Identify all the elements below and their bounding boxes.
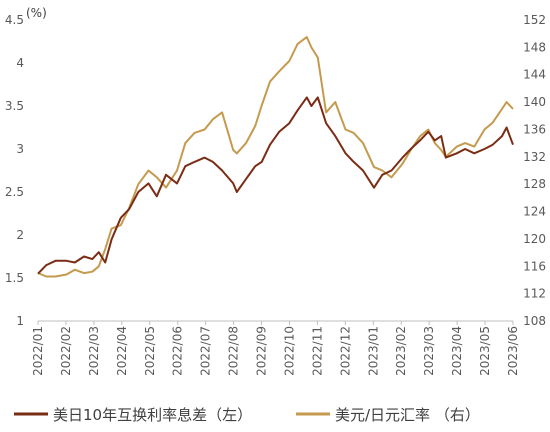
right-tick-label: 112: [523, 287, 546, 301]
left-tick-label: 3: [16, 142, 24, 156]
x-tick-label: 2022/06: [171, 326, 185, 376]
x-tick-label: 2022/04: [115, 326, 129, 376]
left-tick-label: 4.5: [5, 13, 24, 27]
x-tick-label: 2022/09: [255, 326, 269, 376]
legend-label-spread: 美日10年互换利率息差（左）: [53, 406, 252, 424]
right-tick-label: 116: [523, 259, 546, 273]
x-tick-label: 2022/10: [282, 326, 296, 376]
x-tick-label: 2022/01: [31, 326, 45, 376]
right-tick-label: 152: [523, 13, 546, 27]
left-tick-label: 2: [16, 228, 24, 242]
right-tick-label: 124: [523, 205, 546, 219]
x-tick-label: 2022/02: [59, 326, 73, 376]
right-tick-label: 132: [523, 150, 546, 164]
x-tick-label: 2023/03: [422, 326, 436, 376]
x-tick-label: 2022/08: [227, 326, 241, 376]
left-tick-label: 3.5: [5, 99, 24, 113]
x-tick-label: 2023/06: [506, 326, 520, 376]
right-tick-label: 136: [523, 122, 546, 136]
right-tick-label: 120: [523, 232, 546, 246]
left-axis-unit: (%): [26, 6, 47, 20]
legend-label-usdjpy: 美元/日元汇率 （右）: [335, 406, 480, 424]
right-tick-label: 148: [523, 40, 546, 54]
x-tick-label: 2022/03: [87, 326, 101, 376]
right-tick-label: 144: [523, 68, 546, 82]
x-axis-ticks: 2022/01 2022/02 2022/03 2022/04 2022/05 2022/…: [31, 321, 520, 376]
x-tick-label: 2023/05: [478, 326, 492, 376]
left-tick-label: 2.5: [5, 185, 24, 199]
right-axis-ticks: 108 112 116 120 124 128 132 136 140 144 148 152: [523, 13, 546, 328]
x-tick-label: 2022/05: [143, 326, 157, 376]
x-tick-label: 2022/12: [338, 326, 352, 376]
x-tick-label: 2022/07: [199, 326, 213, 376]
right-tick-label: 128: [523, 177, 546, 191]
right-tick-label: 140: [523, 95, 546, 109]
left-axis-ticks: 1 1.5 2 2.5 3 3.5 4 4.5: [5, 13, 24, 328]
right-tick-label: 108: [523, 314, 546, 328]
series-line-usdjpy: [37, 36, 514, 278]
series-line-spread: [37, 96, 514, 275]
left-tick-label: 1: [16, 314, 24, 328]
x-tick-label: 2023/02: [394, 326, 408, 376]
left-tick-label: 1.5: [5, 271, 24, 285]
x-tick-label: 2022/11: [310, 326, 324, 376]
x-tick-label: 2023/01: [366, 326, 380, 376]
series-layer: [37, 36, 514, 278]
legend: 美日10年互换利率息差（左） 美元/日元汇率 （右）: [14, 406, 480, 424]
left-tick-label: 4: [16, 56, 24, 70]
x-tick-label: 2023/04: [450, 326, 464, 376]
